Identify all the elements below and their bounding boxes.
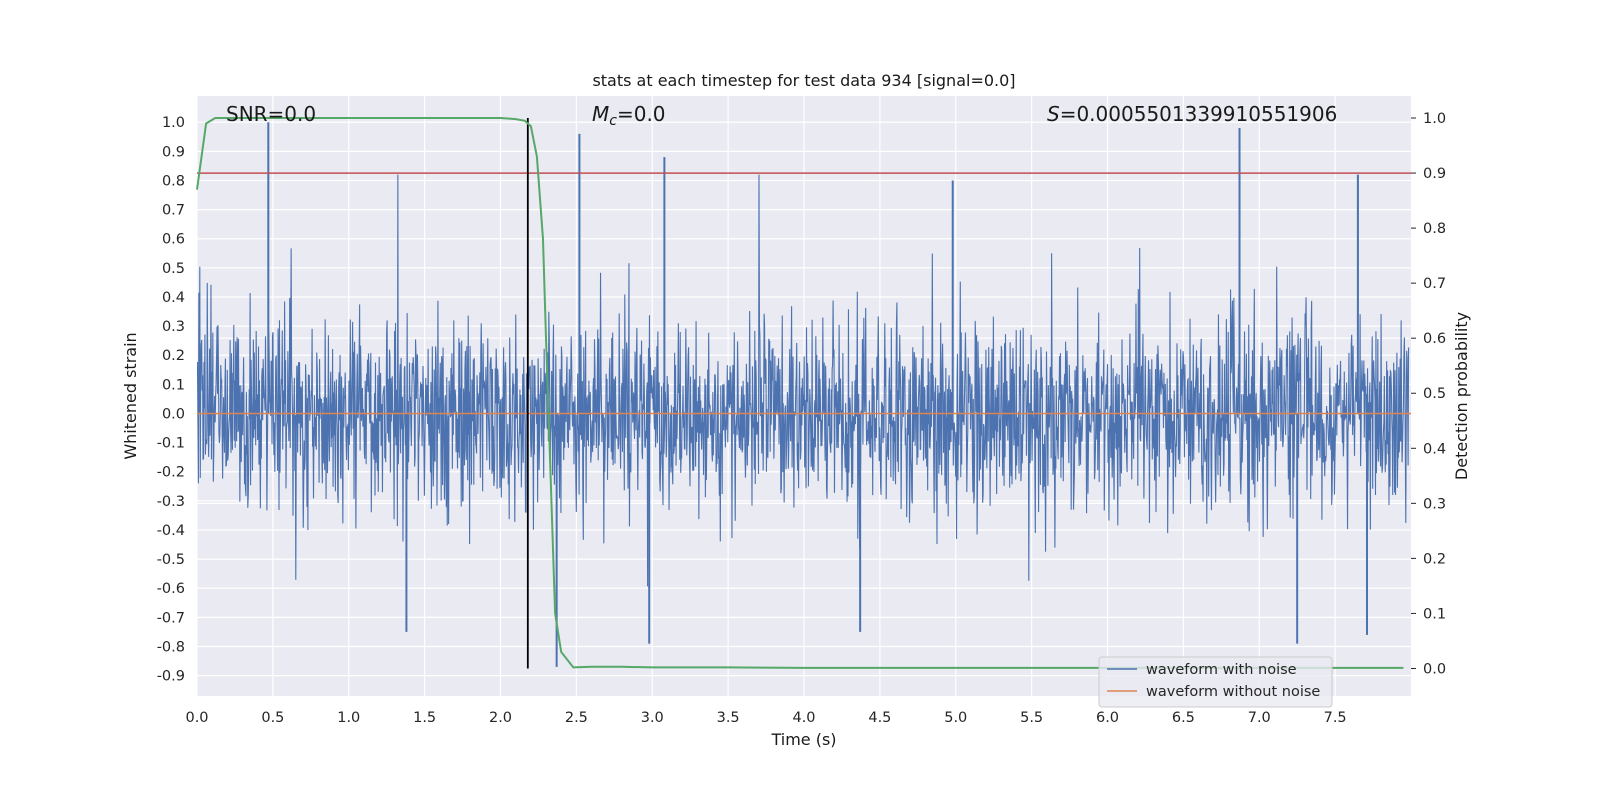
y-right-tick-label: 0.4	[1423, 441, 1446, 457]
x-tick-label: 3.0	[641, 710, 664, 726]
annotation-mc: Mc=0.0	[592, 102, 666, 129]
y-right-tick-label: 0.5	[1423, 386, 1446, 402]
y-tick-label: -0.1	[157, 436, 185, 452]
x-tick-label: 4.0	[792, 710, 815, 726]
legend: waveform with noise waveform without noi…	[1098, 656, 1333, 708]
y-tick-label: 0.0	[162, 406, 185, 422]
y-tick-label: -0.2	[157, 465, 185, 481]
annotation-snr: SNR=0.0	[226, 102, 316, 126]
y-tick-label: 0.4	[162, 290, 185, 306]
x-axis-ticks: 0.0 0.5 1.0 1.5 2.0 2.5 3.0 3.5 4.0 4.5 5.0 5.5 6.0 6…	[185, 710, 1346, 726]
annotation-mc-symbol: M	[592, 102, 609, 126]
y-tick-label: 0.1	[162, 377, 185, 393]
chart-title: stats at each timestep for test data 934…	[592, 71, 1015, 90]
x-tick-label: 0.5	[261, 710, 284, 726]
y-tick-label: -0.9	[157, 669, 185, 685]
annotation-mc-sub: c	[609, 113, 617, 129]
annotation-s: S=0.0005501339910551906	[1047, 102, 1337, 126]
x-tick-label: 7.5	[1324, 710, 1347, 726]
x-tick-label: 6.5	[1172, 710, 1195, 726]
series-detection-probability	[196, 117, 1404, 669]
x-tick-label: 4.5	[868, 710, 891, 726]
y-tick-label: -0.7	[157, 610, 185, 626]
x-tick-label: 2.5	[565, 710, 588, 726]
y-tick-label: 0.8	[162, 173, 185, 189]
y-tick-label: 0.7	[162, 203, 185, 219]
y-right-tick-label: 0.2	[1423, 551, 1446, 567]
y-right-tick-label: 0.0	[1423, 661, 1446, 677]
y-tick-label: -0.5	[157, 552, 185, 568]
y-tick-label: -0.4	[157, 523, 185, 539]
y-tick-label: -0.8	[157, 639, 185, 655]
y-axis-title: Whitened strain	[121, 332, 140, 459]
legend-box	[1098, 656, 1333, 708]
y-tick-label: -0.6	[157, 581, 185, 597]
series-waveform-with-noise	[197, 122, 1410, 667]
x-tick-label: 6.0	[1096, 710, 1119, 726]
y-right-tick-label: 0.9	[1423, 166, 1446, 182]
annotation-mc-value: =0.0	[617, 102, 666, 126]
legend-label-waveform-with-noise: waveform with noise	[1146, 662, 1297, 678]
y-tick-label: 0.2	[162, 348, 185, 364]
annotation-s-symbol: S	[1047, 102, 1060, 126]
legend-label-waveform-without-noise: waveform without noise	[1146, 684, 1320, 700]
y-right-tick-label: 0.7	[1423, 276, 1446, 292]
noise-trace	[197, 174, 1410, 587]
y-axis-right-ticks: 1.0 0.9 0.8 0.7 0.6 0.5 0.4 0.3 0.2 0.1 0.0	[1411, 111, 1446, 677]
x-axis-title: Time (s)	[770, 730, 836, 749]
y-right-tick-label: 0.6	[1423, 331, 1446, 347]
y-tick-label: 0.6	[162, 232, 185, 248]
y-right-tick-label: 1.0	[1423, 111, 1446, 127]
x-tick-label: 1.5	[413, 710, 436, 726]
y-axis-ticks: 1.0 0.9 0.8 0.7 0.6 0.5 0.4 0.3 0.2 0.1 0.0 -0.1 -0.…	[157, 115, 185, 684]
annotation-s-value: =0.0005501339910551906	[1060, 102, 1338, 126]
y-right-tick-label: 0.1	[1423, 606, 1446, 622]
y-right-tick-label: 0.8	[1423, 221, 1446, 237]
y-tick-label: 0.9	[162, 144, 185, 160]
x-tick-label: 3.5	[717, 710, 740, 726]
x-tick-label: 0.0	[185, 710, 208, 726]
x-tick-label: 2.0	[489, 710, 512, 726]
y-right-tick-label: 0.3	[1423, 496, 1446, 512]
x-tick-label: 5.5	[1020, 710, 1043, 726]
y-axis-right-title: Detection probability	[1452, 312, 1471, 480]
x-tick-label: 1.0	[337, 710, 360, 726]
y-tick-label: -0.3	[157, 494, 185, 510]
x-tick-label: 5.0	[944, 710, 967, 726]
y-tick-label: 0.5	[162, 261, 185, 277]
y-tick-label: 0.3	[162, 319, 185, 335]
x-tick-label: 7.0	[1248, 710, 1271, 726]
y-tick-label: 1.0	[162, 115, 185, 131]
